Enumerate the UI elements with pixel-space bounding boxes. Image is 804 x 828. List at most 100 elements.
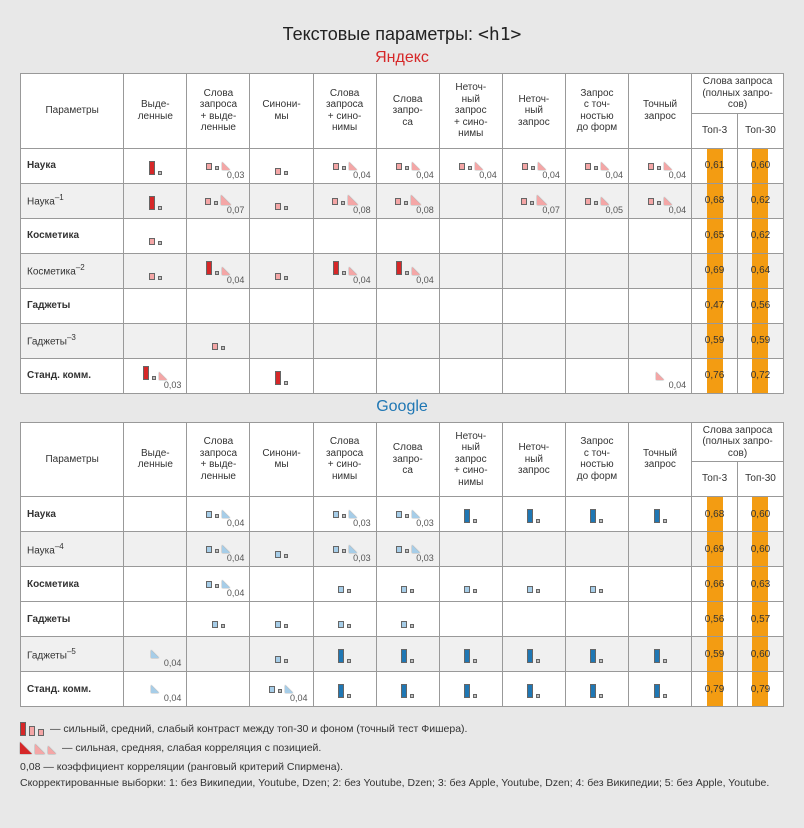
metric-cell: 0,04: [124, 672, 187, 707]
top-value-cell: 0,59: [692, 323, 738, 358]
metric-cell: 0,03: [124, 358, 187, 393]
column-header: Параметры: [21, 422, 124, 497]
legend: — сильный, средний, слабый контраст межд…: [20, 721, 784, 792]
top-value-cell: 0,60: [737, 637, 783, 672]
row-label: Гаджеты: [21, 288, 124, 323]
top-value-cell: 0,56: [692, 602, 738, 637]
metric-cell: [124, 323, 187, 358]
row-label: Наука: [21, 497, 124, 532]
metric-cell: 0,04: [376, 148, 439, 183]
metric-cell: [376, 323, 439, 358]
data-table: ПараметрыВыде-ленныеСловазапроса+ выде-л…: [20, 422, 784, 708]
metric-cell: [565, 637, 628, 672]
metric-cell: 0,07: [502, 183, 565, 218]
top-sub-header: Топ-30: [737, 462, 783, 497]
metric-cell: [313, 358, 376, 393]
legend-text-4: Скорректированные выборки: 1: без Википе…: [20, 775, 784, 792]
top-sub-header: Топ-3: [692, 113, 738, 148]
top-value-cell: 0,79: [737, 672, 783, 707]
metric-cell: 0,08: [313, 183, 376, 218]
metric-cell: [124, 497, 187, 532]
title-code: <h1>: [478, 24, 521, 45]
legend-row-bars: — сильный, средний, слабый контраст межд…: [20, 721, 784, 738]
metric-cell: [250, 253, 313, 288]
row-label: Наука–4: [21, 532, 124, 567]
top-value-cell: 0,68: [692, 183, 738, 218]
metric-cell: [187, 637, 250, 672]
metric-cell: [250, 567, 313, 602]
metric-cell: [250, 288, 313, 323]
top-value-cell: 0,79: [692, 672, 738, 707]
metric-cell: [376, 288, 439, 323]
metric-cell: [629, 218, 692, 253]
metric-cell: 0,03: [376, 497, 439, 532]
legend-text-3: 0,08 — коэффициент корреляции (ранговый …: [20, 759, 784, 776]
main-title: Текстовые параметры: <h1>: [20, 24, 784, 45]
metric-cell: 0,04: [376, 253, 439, 288]
top-sub-header: Топ-3: [692, 462, 738, 497]
legend-row-tris: — сильная, средняя, слабая корреляция с …: [20, 740, 784, 757]
metric-cell: [187, 323, 250, 358]
metric-cell: [250, 602, 313, 637]
metric-cell: 0,03: [313, 497, 376, 532]
metric-cell: [376, 358, 439, 393]
metric-cell: [439, 672, 502, 707]
metric-cell: [502, 218, 565, 253]
column-header: Словазапро-са: [376, 74, 439, 149]
metric-cell: [565, 567, 628, 602]
metric-cell: [629, 602, 692, 637]
metric-cell: [376, 672, 439, 707]
data-table: ПараметрыВыде-ленныеСловазапроса+ выде-л…: [20, 73, 784, 394]
metric-cell: [376, 602, 439, 637]
metric-cell: [629, 567, 692, 602]
metric-cell: [124, 148, 187, 183]
metric-cell: [439, 218, 502, 253]
metric-cell: [439, 602, 502, 637]
row-label: Гаджеты–5: [21, 637, 124, 672]
table-row: Наука0,040,030,030,680,60: [21, 497, 784, 532]
metric-cell: [250, 532, 313, 567]
metric-cell: 0,03: [313, 532, 376, 567]
figure-container: Текстовые параметры: <h1> ЯндексПараметр…: [12, 12, 792, 800]
legend-text-2: — сильная, средняя, слабая корреляция с …: [62, 740, 321, 757]
table-row: Гаджеты–30,590,59: [21, 323, 784, 358]
metric-cell: [439, 358, 502, 393]
metric-cell: [439, 253, 502, 288]
metric-cell: 0,04: [439, 148, 502, 183]
top-sub-header: Топ-30: [737, 113, 783, 148]
metric-cell: 0,04: [502, 148, 565, 183]
metric-cell: [439, 497, 502, 532]
metric-cell: 0,04: [629, 148, 692, 183]
top-value-cell: 0,63: [737, 567, 783, 602]
metric-cell: [502, 567, 565, 602]
metric-cell: [502, 532, 565, 567]
top-value-cell: 0,65: [692, 218, 738, 253]
metric-cell: 0,08: [376, 183, 439, 218]
metric-cell: 0,04: [124, 637, 187, 672]
row-label: Наука–1: [21, 183, 124, 218]
metric-cell: [124, 183, 187, 218]
column-header: Синони-мы: [250, 422, 313, 497]
table-row: Станд. комм.0,040,040,790,79: [21, 672, 784, 707]
table-row: Станд. комм.0,030,040,760,72: [21, 358, 784, 393]
metric-cell: [439, 637, 502, 672]
metric-cell: [502, 637, 565, 672]
metric-cell: [502, 497, 565, 532]
metric-cell: [124, 218, 187, 253]
metric-cell: [313, 672, 376, 707]
metric-cell: [565, 323, 628, 358]
metric-cell: [502, 602, 565, 637]
top-value-cell: 0,62: [737, 183, 783, 218]
metric-cell: [313, 218, 376, 253]
top-value-cell: 0,59: [692, 637, 738, 672]
metric-cell: 0,04: [565, 148, 628, 183]
metric-cell: [124, 253, 187, 288]
row-label: Наука: [21, 148, 124, 183]
table-row: Наука0,030,040,040,040,040,040,040,610,6…: [21, 148, 784, 183]
metric-cell: 0,05: [565, 183, 628, 218]
tables-host: ЯндексПараметрыВыде-ленныеСловазапроса+ …: [20, 49, 784, 707]
metric-cell: [313, 602, 376, 637]
metric-cell: [313, 323, 376, 358]
column-header: Выде-ленные: [124, 422, 187, 497]
metric-cell: [629, 323, 692, 358]
